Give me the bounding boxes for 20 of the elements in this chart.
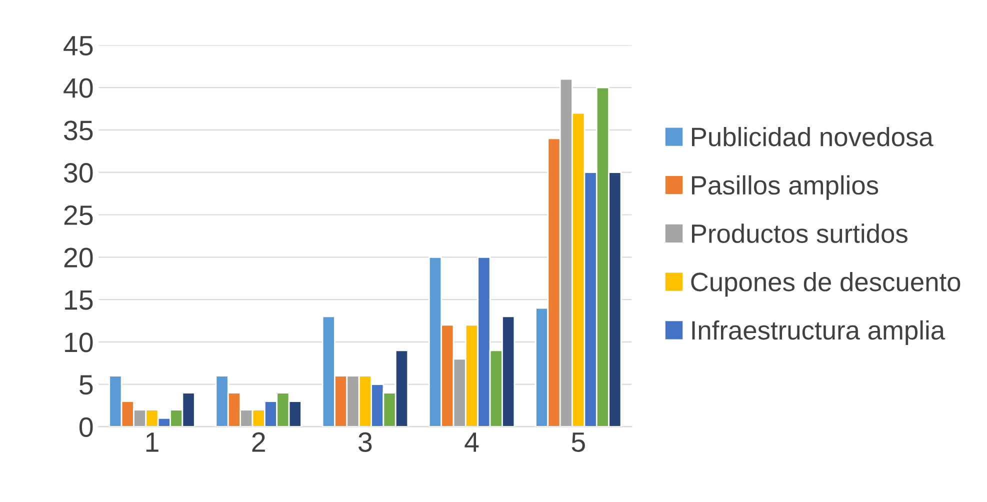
x-tick-label: 5 — [572, 432, 585, 452]
legend-label: Cupones de descuento — [691, 272, 960, 297]
y-tick-label: 20 — [64, 248, 93, 268]
y-tick-label: 10 — [65, 332, 93, 352]
legend-label: Productos surtidos — [692, 224, 908, 244]
y-tick-label: 35 — [64, 120, 93, 140]
y-tick-label: 40 — [64, 78, 93, 98]
y-tick-label: 0 — [79, 417, 93, 438]
x-tick-label: 3 — [358, 432, 372, 452]
x-tick-label: 2 — [252, 432, 265, 452]
y-tick-label: 5 — [80, 375, 93, 395]
y-tick-label: 15 — [65, 290, 93, 310]
legend-label: Publicidad novedosa — [692, 126, 934, 146]
legend-label: Infraestructura amplia — [692, 320, 946, 345]
y-tick-label: 25 — [64, 205, 93, 226]
legend-label: Pasillos amplios — [692, 175, 878, 200]
x-tick-label: 1 — [146, 432, 158, 452]
y-tick-label: 30 — [64, 163, 93, 183]
y-tick-label: 45 — [64, 36, 93, 56]
x-tick-label: 4 — [464, 432, 479, 452]
